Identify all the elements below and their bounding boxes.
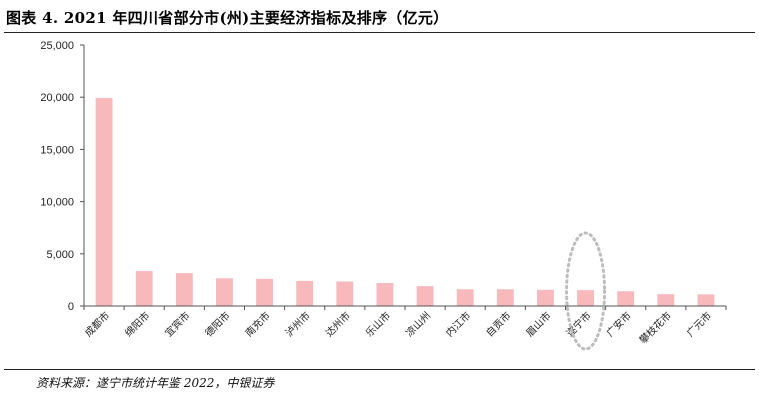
- y-tick-label: 15,000: [40, 144, 74, 156]
- bar: [95, 98, 113, 306]
- figure-title: 图表 4. 2021 年四川省部分市(州)主要经济指标及排序（亿元）: [6, 9, 449, 27]
- bar: [135, 271, 153, 306]
- y-tick-label: 20,000: [40, 92, 74, 104]
- y-tick-label: 5,000: [46, 249, 74, 261]
- source-note: 资料来源：遂宁市统计年鉴 2022，中银证券: [36, 376, 275, 390]
- y-tick-label: 0: [68, 301, 74, 313]
- top-rule: [4, 32, 755, 33]
- bar: [336, 281, 354, 306]
- bars: [95, 98, 715, 306]
- bar: [296, 280, 314, 306]
- bar: [416, 286, 434, 306]
- bar-chart: 0 5,000 10,000 15,000 20,000 25,000 成都市 绵阳市 宜宾市…: [40, 40, 727, 351]
- category-label: 达州市: [323, 309, 353, 339]
- bar: [216, 278, 233, 306]
- x-axis: [83, 305, 727, 310]
- category-label: 绵阳市: [122, 309, 152, 339]
- bar: [175, 273, 193, 306]
- category-label: 成都市: [82, 309, 112, 339]
- bar: [456, 289, 474, 306]
- category-labels: 成都市 绵阳市 宜宾市 德阳市 南充市 泸州市 达州市 乐山市 凉山州 内江市 自贡市 眉山市 遂宁市广…: [82, 309, 714, 346]
- category-label: 宜宾市: [162, 309, 192, 339]
- y-tick-label: 10,000: [40, 197, 74, 209]
- bar: [537, 289, 554, 306]
- bar: [697, 294, 715, 306]
- category-label: 凉山州: [403, 309, 433, 339]
- y-axis: 0 5,000 10,000 15,000 20,000 25,000: [40, 40, 85, 313]
- category-label: 内江市: [443, 309, 473, 339]
- highlight-ellipse-shape: [565, 231, 607, 351]
- bar: [496, 289, 514, 306]
- category-label: 乐山市: [363, 309, 393, 339]
- bar: [376, 282, 394, 306]
- category-label: 南充市: [242, 309, 272, 339]
- category-label: 眉山市: [523, 309, 553, 339]
- category-label: 德阳市: [202, 309, 232, 339]
- highlight-ellipse: [565, 231, 607, 351]
- bottom-rule: [4, 369, 755, 370]
- category-label: 广安市: [603, 309, 633, 339]
- category-label: 泸州市: [282, 309, 312, 339]
- y-tick-label: 25,000: [40, 40, 74, 52]
- bar: [657, 294, 675, 306]
- category-label: 广元市: [684, 309, 714, 339]
- bar: [617, 291, 635, 306]
- bar: [256, 278, 273, 306]
- category-label: 自贡市: [483, 309, 513, 339]
- bar: [577, 290, 594, 306]
- category-label: 攀枝花市: [636, 309, 673, 346]
